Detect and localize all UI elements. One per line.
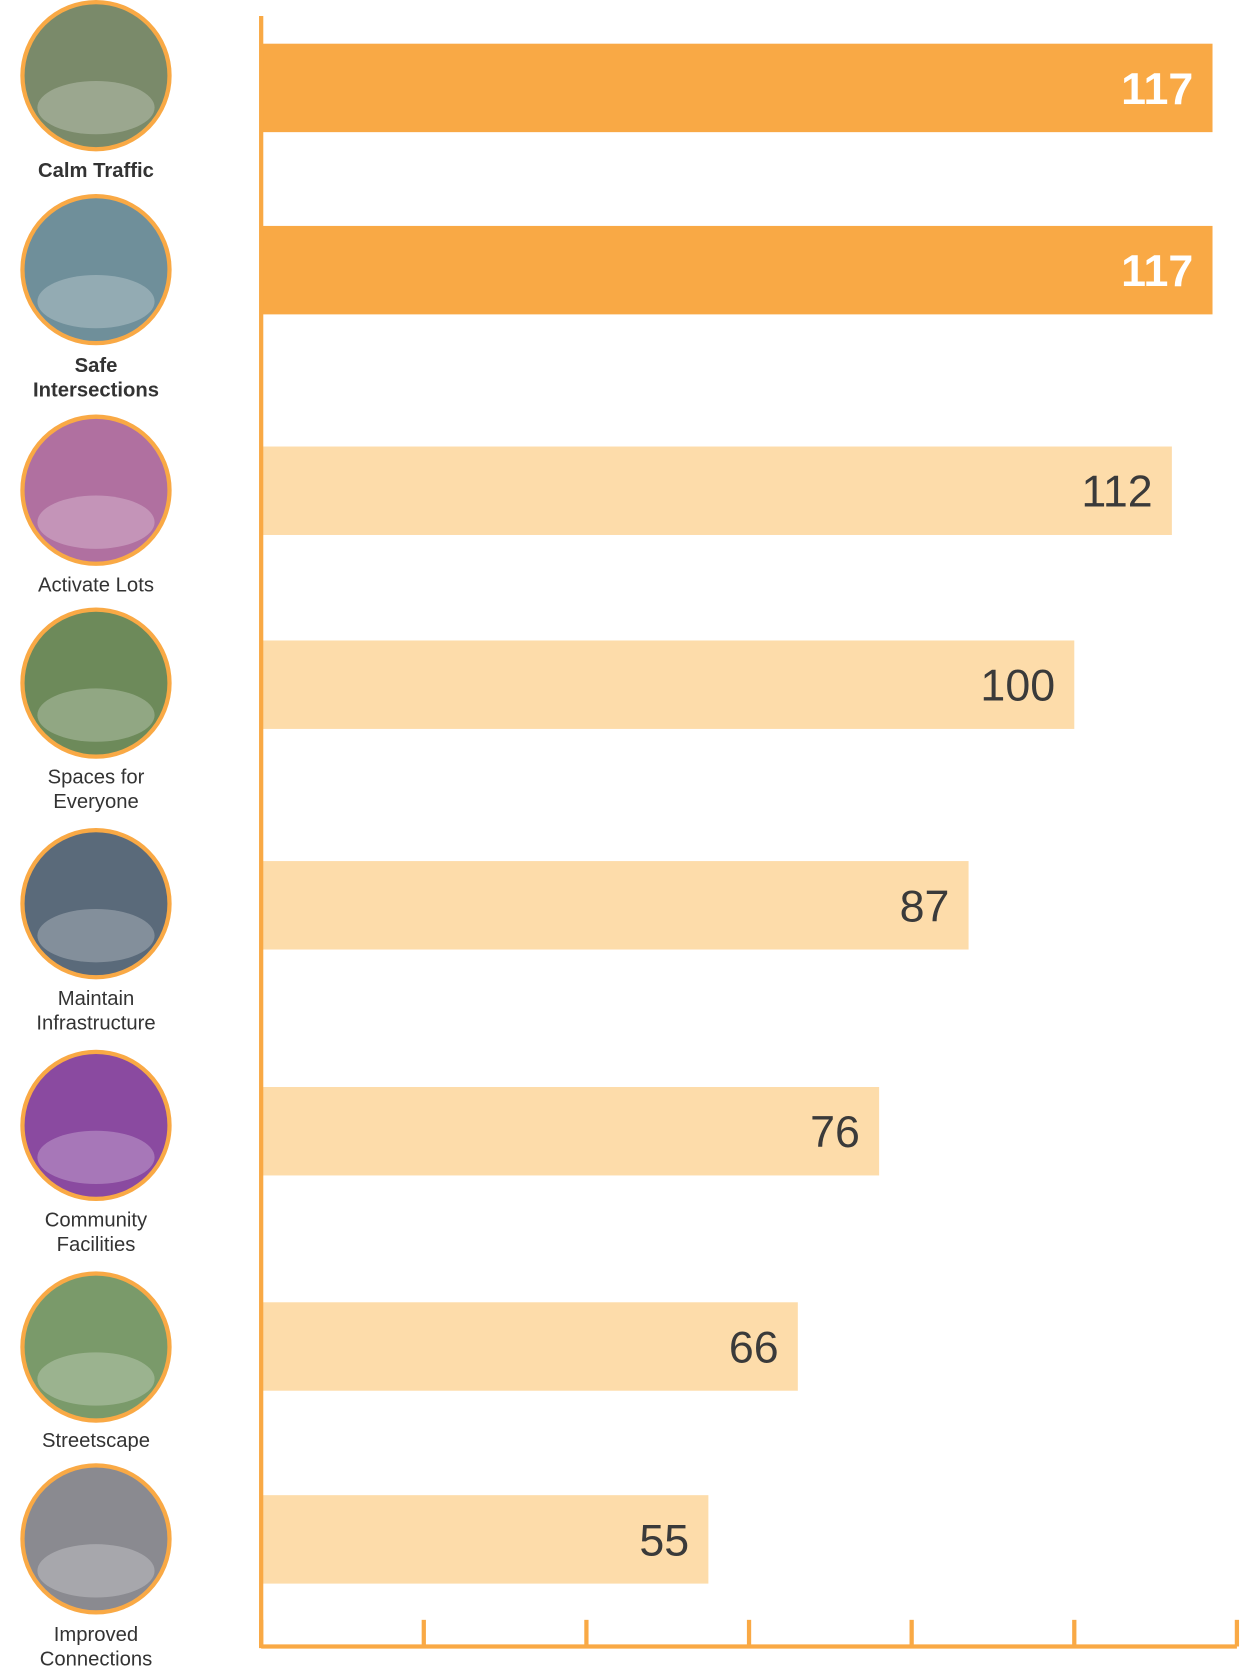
value-label: 87: [900, 881, 950, 931]
category-label: Safe Intersections: [11, 355, 182, 404]
category-label-box: Safe Intersections: [11, 355, 182, 419]
value-label: 112: [1081, 467, 1152, 517]
value-label: 117: [1121, 64, 1193, 114]
bar: [261, 226, 1212, 314]
photo-detail: [37, 909, 154, 962]
photo-detail: [37, 81, 154, 134]
category-label-box: Maintain Infrastructure: [11, 988, 182, 1052]
page: Calm Traffic 117 Safe Intersections 117 Acti…: [0, 0, 1247, 1671]
photo-detail: [37, 496, 154, 549]
category-label: Activate Lots: [11, 574, 182, 598]
category-label: Spaces for Everyone: [11, 766, 182, 815]
category-label: Maintain Infrastructure: [11, 988, 182, 1037]
bar: [261, 447, 1172, 535]
photo-detail: [37, 1131, 154, 1184]
category-label: Calm Traffic: [11, 160, 182, 184]
bar: [261, 861, 968, 949]
category-label: Streetscape: [11, 1430, 182, 1454]
bar: [261, 44, 1212, 132]
bar: [261, 1087, 879, 1175]
category-label: Community Facilities: [11, 1210, 182, 1259]
chart: Calm Traffic 117 Safe Intersections 117 Acti…: [0, 0, 1247, 1671]
bar: [261, 1302, 798, 1390]
photo-detail: [37, 688, 154, 741]
category-label: Improved Connections: [11, 1624, 182, 1671]
bar: [261, 640, 1074, 728]
category-label-box: Improved Connections: [11, 1624, 182, 1671]
photo-detail: [37, 1352, 154, 1405]
value-label: 55: [639, 1515, 689, 1565]
photo-detail: [37, 1544, 154, 1597]
value-label: 100: [980, 661, 1055, 711]
category-label-box: Spaces for Everyone: [11, 766, 182, 830]
category-label-box: Community Facilities: [11, 1210, 182, 1274]
photo-detail: [37, 275, 154, 328]
value-label: 76: [810, 1107, 860, 1157]
value-label: 117: [1121, 246, 1193, 296]
value-label: 66: [729, 1322, 779, 1372]
